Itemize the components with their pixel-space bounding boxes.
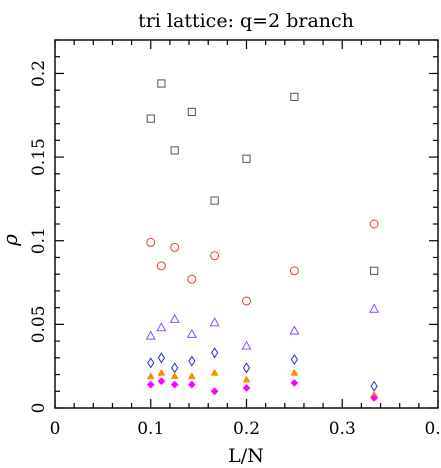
data-point [146, 372, 155, 380]
data-point [187, 380, 196, 389]
data-point [187, 107, 196, 117]
x-tick-labels: 0 0.1 0.2 0.3 0.4 [50, 419, 441, 439]
data-point [187, 372, 196, 380]
series [146, 219, 379, 306]
data-point [156, 261, 166, 271]
y-tick-label: 0.05 [29, 305, 49, 343]
data-point [157, 377, 166, 386]
series [146, 377, 379, 402]
data-point [187, 274, 197, 284]
data-point [156, 322, 167, 332]
data-point [169, 313, 180, 323]
data-point [241, 340, 252, 350]
data-point [242, 296, 251, 306]
data-point [289, 325, 300, 335]
series [147, 347, 378, 392]
data-point [290, 92, 299, 101]
data-point [170, 372, 179, 380]
data-point [145, 330, 156, 340]
chart-title: tri lattice: q=2 branch [138, 10, 354, 32]
data-point [370, 394, 379, 402]
data-point [242, 383, 251, 392]
plot-frame [54, 39, 439, 409]
x-axis-label: L/N [228, 445, 264, 467]
data-point [186, 328, 197, 338]
data-point [157, 368, 166, 376]
data-point [146, 114, 155, 123]
x-tick-label: 0.1 [137, 419, 164, 439]
data-point [147, 357, 155, 369]
data-point [210, 251, 220, 261]
data-point [146, 380, 155, 389]
data-point [210, 387, 219, 396]
data-point [289, 266, 299, 276]
data-point [170, 242, 180, 252]
data-point [209, 317, 220, 327]
data-points [145, 79, 380, 402]
y-axis-label: ρ [0, 234, 22, 247]
data-point [370, 266, 379, 275]
data-point [210, 196, 219, 205]
x-tick-label: 0 [50, 419, 61, 439]
series [146, 368, 379, 398]
y-tick-label: 0.1 [29, 227, 49, 254]
data-point [157, 352, 165, 364]
data-point [171, 362, 179, 374]
data-point [290, 368, 299, 376]
series [145, 303, 380, 350]
x-tick-label: 0.4 [424, 419, 441, 439]
data-point [370, 380, 378, 392]
axis-ticks [54, 39, 439, 409]
data-point [157, 79, 166, 88]
data-point [188, 355, 196, 367]
data-point [242, 154, 251, 163]
series [146, 79, 379, 275]
y-tick-label: 0.2 [29, 60, 49, 87]
y-tick-label: 0.15 [29, 138, 49, 176]
x-tick-label: 0.3 [329, 419, 356, 439]
data-point [369, 303, 380, 313]
data-point [170, 380, 179, 389]
data-point [369, 219, 379, 229]
data-point [290, 353, 298, 366]
x-tick-label: 0.2 [233, 419, 260, 439]
y-tick-labels: 0 0.05 0.1 0.15 0.2 [29, 60, 49, 413]
y-tick-label: 0 [29, 403, 49, 414]
data-point [146, 237, 156, 247]
data-point [211, 347, 219, 359]
data-point [242, 375, 251, 383]
data-point [290, 378, 299, 387]
data-point [210, 368, 219, 376]
data-point [242, 362, 251, 374]
data-point [170, 146, 179, 155]
